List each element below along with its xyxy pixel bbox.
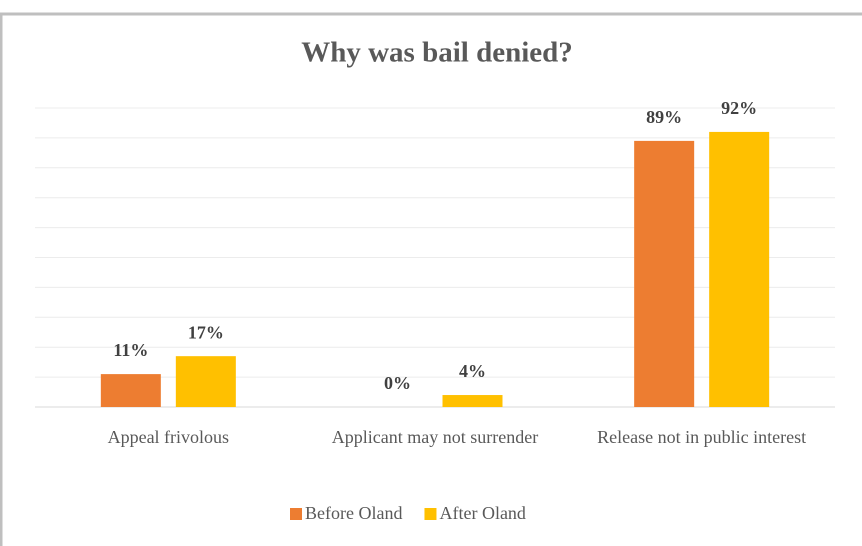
- chart-frame: [0, 12, 862, 546]
- data-label: 17%: [188, 322, 224, 342]
- x-tick-label: Release not in public interest: [597, 427, 807, 447]
- bar: [100, 374, 161, 407]
- legend-label: After Oland: [439, 503, 525, 523]
- x-tick-label: Appeal frivolous: [107, 427, 230, 447]
- x-tick-label: Applicant may not surrender: [331, 427, 539, 447]
- legend-swatch: [290, 508, 302, 520]
- bar: [442, 395, 503, 407]
- data-label: 0%: [384, 373, 411, 393]
- data-label: 92%: [721, 98, 757, 118]
- data-label: 4%: [459, 361, 486, 381]
- legend-swatch: [424, 508, 437, 520]
- bar: [634, 140, 695, 407]
- bar: [709, 131, 770, 408]
- legend-label: Before Oland: [305, 503, 402, 523]
- data-label: 89%: [646, 107, 682, 127]
- data-label: 11%: [113, 340, 148, 360]
- chart-title: Why was bail denied?: [301, 37, 573, 69]
- bar: [175, 356, 236, 407]
